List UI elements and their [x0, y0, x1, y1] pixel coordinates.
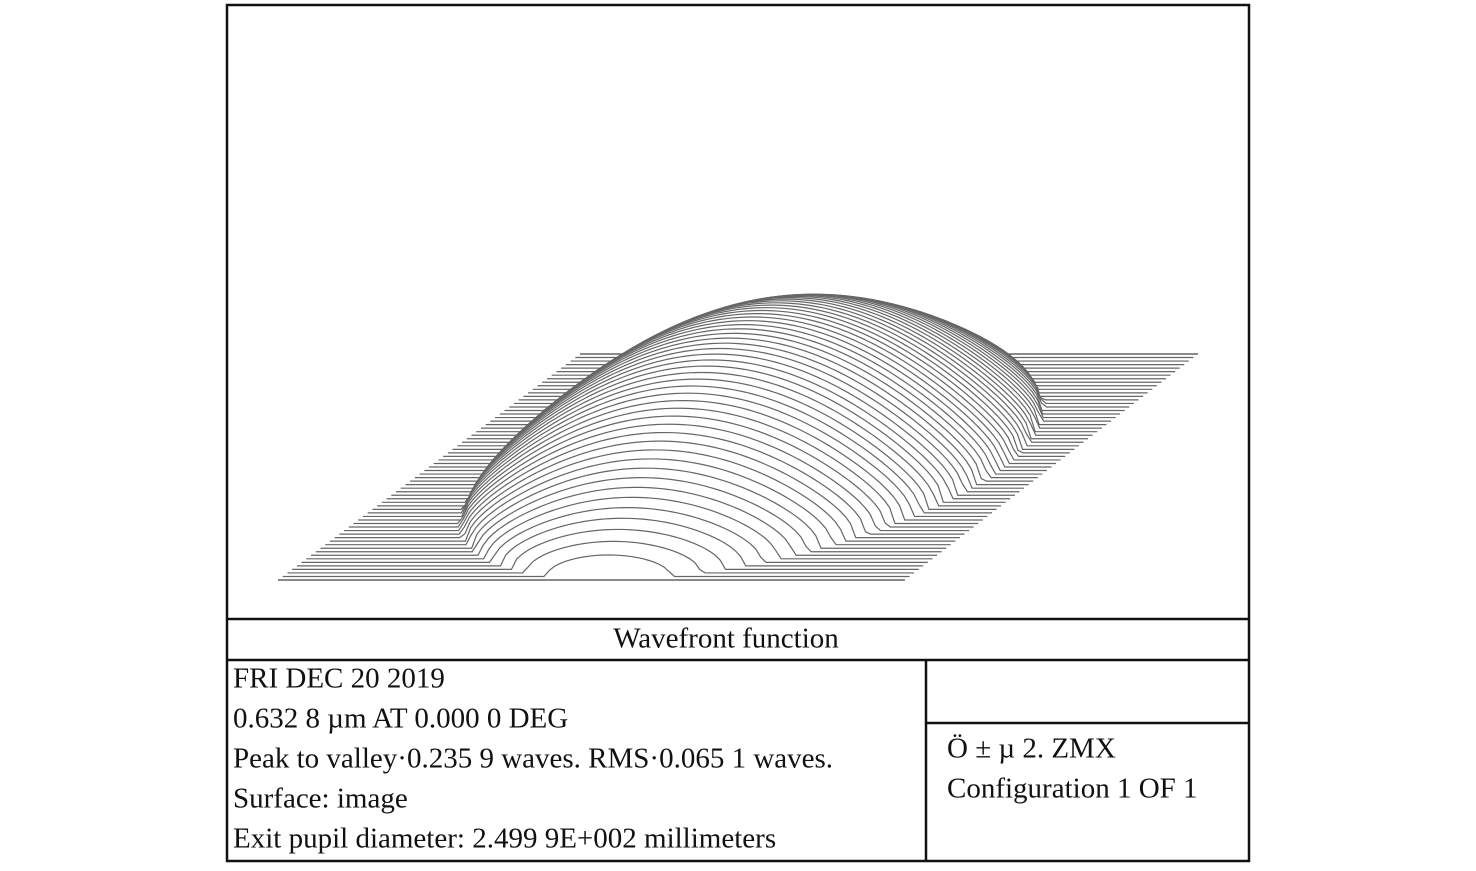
surface-line — [353, 407, 979, 525]
surface-line — [348, 415, 974, 528]
surface-line — [292, 528, 919, 571]
surface-line — [325, 458, 951, 546]
outer-frame — [225, 3, 1251, 863]
surface-line — [395, 347, 1020, 493]
surface-line — [381, 365, 1006, 503]
file-line: Ö ± µ 2. ZMX — [947, 733, 1116, 765]
info-line: FRI DEC 20 2019 — [233, 663, 445, 695]
surface-line — [311, 486, 938, 556]
surface-line — [320, 467, 947, 549]
surface-mask — [282, 554, 910, 578]
surface-line — [282, 554, 910, 578]
surface-line — [377, 371, 1002, 507]
info-line: Exit pupil diameter: 2.499 9E+002 millim… — [233, 823, 776, 855]
surface-line — [306, 496, 933, 560]
surface-line — [334, 440, 960, 539]
info-line: 0.632 8 µm AT 0.000 0 DEG — [233, 703, 568, 735]
surface-line — [391, 353, 1015, 496]
surface-line — [362, 392, 988, 518]
surface-line — [296, 517, 924, 567]
info-line: Surface: image — [233, 783, 408, 815]
surface-line — [344, 423, 970, 532]
surface-line — [367, 385, 992, 514]
plot-title: Wavefront function — [613, 623, 839, 655]
surface-line — [372, 378, 997, 510]
surface-line — [287, 540, 915, 574]
info-line: Peak to valley·0.235 9 waves. RMS·0.065 … — [233, 743, 833, 775]
surface-line — [301, 507, 928, 563]
surface-line — [339, 431, 965, 535]
surface-line — [386, 359, 1011, 500]
surface-line — [329, 449, 956, 542]
surface-plot — [278, 293, 1198, 581]
surface-line — [315, 477, 942, 553]
file-line: Configuration 1 OF 1 — [947, 773, 1198, 805]
